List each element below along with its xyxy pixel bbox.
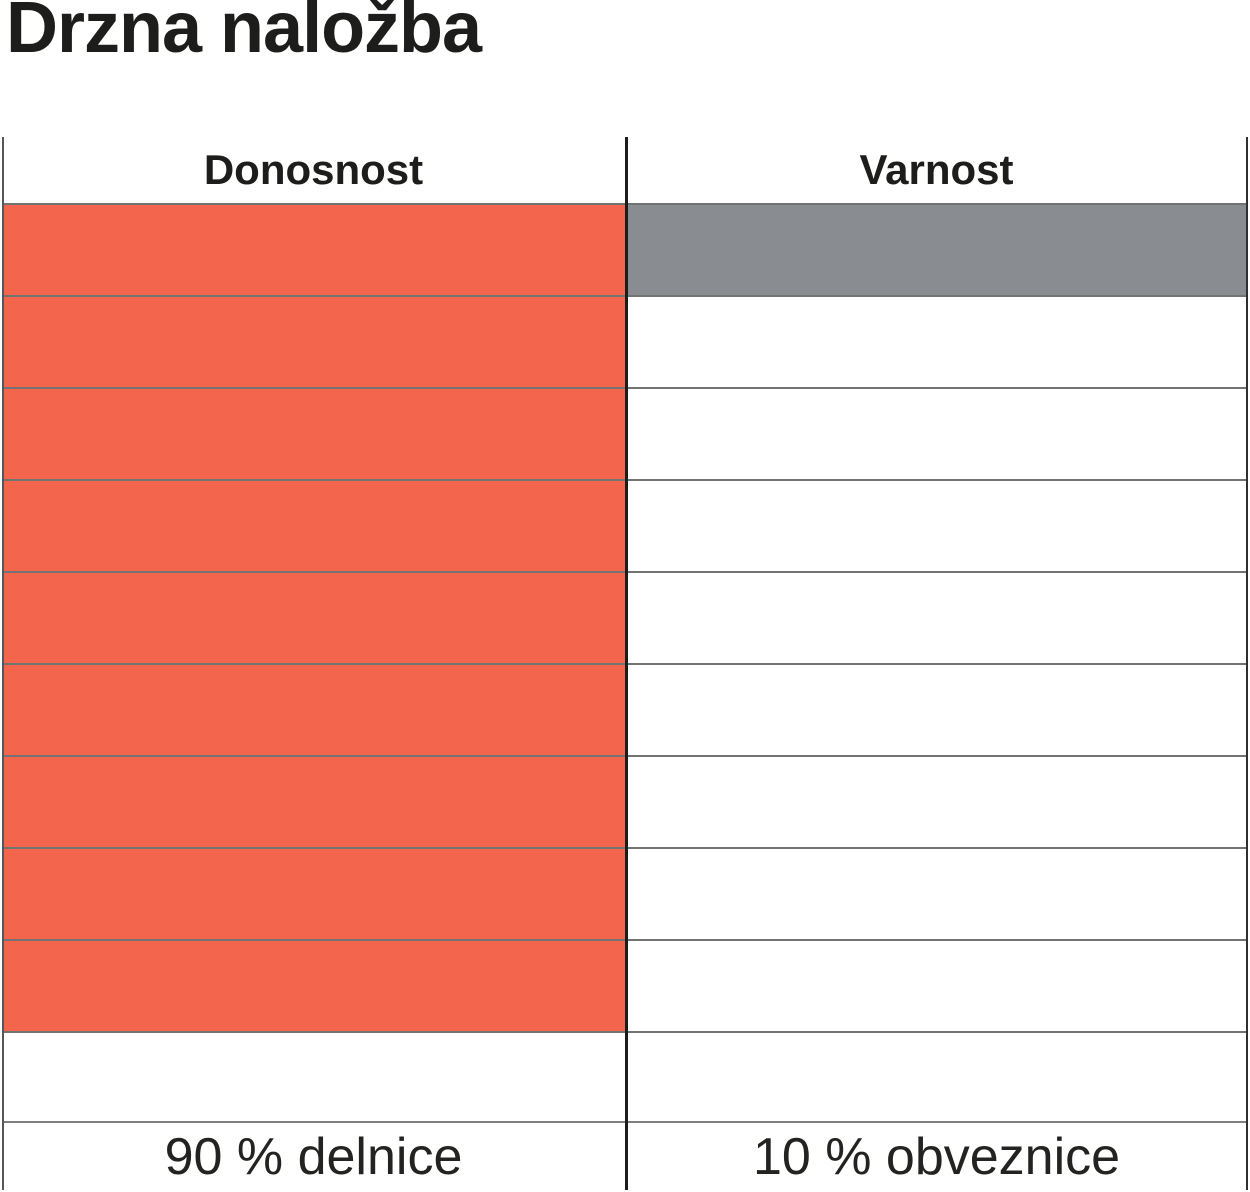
donosnost-cell-5 [2, 573, 625, 663]
donosnost-cell-4 [2, 481, 625, 571]
table-row [2, 939, 1248, 1031]
footer-label-obveznice: 10 % obveznice [752, 1127, 1121, 1186]
header-cell-donosnost: Donosnost [203, 146, 424, 193]
footer-label-delnice: 90 % delnice [164, 1127, 463, 1186]
table-row [2, 571, 1248, 663]
donosnost-cell-2 [2, 297, 625, 387]
table-row [2, 203, 1248, 295]
varnost-cell-8 [625, 849, 1248, 939]
varnost-cell-4 [625, 481, 1248, 571]
table-right-border [1246, 137, 1248, 1190]
table-row [2, 755, 1248, 847]
column-divider-line [625, 137, 628, 1190]
varnost-cell-9 [625, 941, 1248, 1031]
page-title: Drzna naložba [6, 0, 482, 68]
donosnost-cell-7 [2, 757, 625, 847]
varnost-cell-2 [625, 297, 1248, 387]
donosnost-cell-6 [2, 665, 625, 755]
header-cell-varnost: Varnost [859, 146, 1014, 193]
table-left-border [2, 137, 4, 1190]
table-row [2, 479, 1248, 571]
donosnost-cell-9 [2, 941, 625, 1031]
varnost-cell-6 [625, 665, 1248, 755]
footer-row: 90 % delnice 10 % obveznice [2, 1121, 1248, 1190]
varnost-cell-1 [625, 205, 1248, 295]
varnost-cell-10 [625, 1033, 1248, 1121]
donosnost-cell-3 [2, 389, 625, 479]
varnost-cell-3 [625, 389, 1248, 479]
header-row: Donosnost Varnost [2, 137, 1248, 203]
allocation-table: Donosnost Varnost 90 % delnice 10 % obve… [2, 137, 1248, 1190]
varnost-cell-7 [625, 757, 1248, 847]
table-row [2, 387, 1248, 479]
donosnost-cell-1 [2, 205, 625, 295]
donosnost-cell-8 [2, 849, 625, 939]
varnost-cell-5 [625, 573, 1248, 663]
donosnost-cell-10 [2, 1033, 625, 1121]
